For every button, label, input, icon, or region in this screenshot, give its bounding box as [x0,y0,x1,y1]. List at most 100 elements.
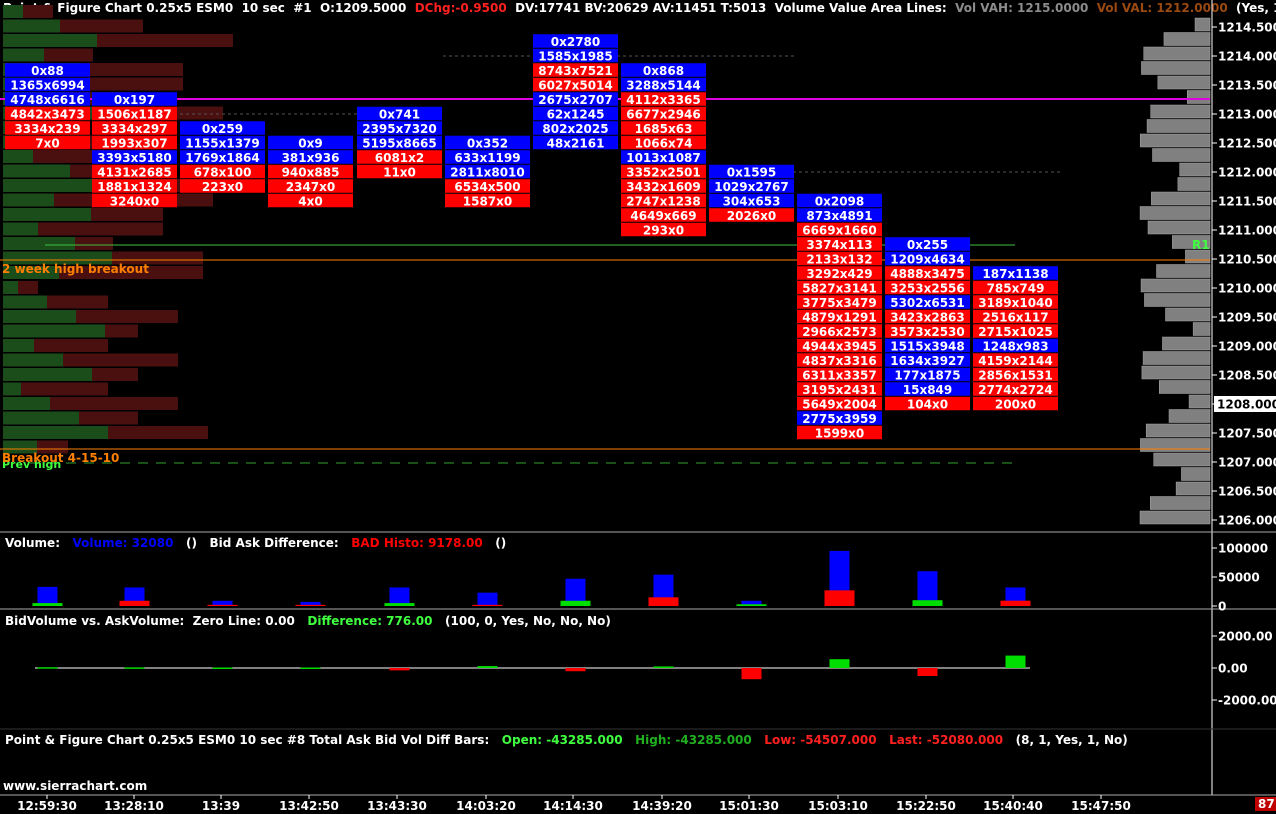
pf-cell [797,396,882,411]
pf-cell [621,179,706,193]
time-tick-label: 14:14:30 [543,799,603,813]
pf-cell [885,266,970,280]
pf-cell-value: 0x2780 [551,35,601,49]
pf-cell-value: 0x2098 [815,195,865,209]
pf-cell [445,135,530,150]
bidask-params: (100, 0, Yes, No, No, No) [445,614,611,628]
profile-ask-bar [97,34,233,47]
volume-profile-bar [1165,307,1211,322]
pf-cell-value: 3775x3479 [802,296,877,310]
price-tick-label: 1209.5000 [1218,311,1276,325]
bidask-title: BidVolume vs. AskVolume: [5,614,185,628]
pf-cell-value: 1599x0 [815,427,865,441]
pf-cell-value: 1029x2767 [714,180,789,194]
pf-cell-value: 2026x0 [727,209,777,223]
pf-cell-value: 4x0 [298,195,322,209]
pf-cell-value: 1685x63 [635,122,693,136]
pf-cell [621,135,706,150]
pf-cell [533,63,618,77]
pf-cell-value: 633x1199 [454,151,520,165]
breakout-label: Breakout 4-15-10 [2,451,120,465]
pf-cell-value: 1365x6994 [10,79,85,93]
pf-cell-value: 2811x8010 [450,166,525,180]
pf-cell-value: 2747x1238 [626,195,701,209]
pf-cell [973,353,1058,367]
pf-cell [357,150,442,164]
time-tick-label: 15:22:50 [896,799,956,813]
pf-cell-value: 2133x132 [806,253,872,267]
pf-cell [885,367,970,382]
pf-cell [180,164,265,179]
pf-cell [885,353,970,367]
pf-cell [180,179,265,193]
volume-profile-bar [1152,148,1211,162]
pf-cell-value: 0x9 [298,137,322,151]
pf-cell-value: 4748x6616 [10,93,85,107]
pf-cell [885,237,970,251]
profile-ask-bar [44,48,93,62]
pf-cell [973,396,1058,411]
pf-cell [533,135,618,150]
profile-ask-bar [108,426,208,439]
bad-histo-bar [207,604,238,606]
pf-cell-value: 802x2025 [542,122,608,136]
pf-cell-value: 2395x7320 [362,122,437,136]
pf-cell [268,193,353,208]
time-tick-label: 12:59:30 [17,799,77,813]
volume-legend: Volume: Volume: 32080 () Bid Ask Differe… [5,536,507,550]
pf-cell-value: 1587x0 [463,195,513,209]
volume-profile-bar [1139,133,1211,148]
volume-profile-bar [1151,191,1211,206]
pf-cell-value: 3374x113 [806,238,872,252]
pf-cell [797,237,882,251]
pf-cell-value: 3189x1040 [978,296,1053,310]
diffbars-low: Low: -54507.000 [764,733,877,747]
pf-cell [621,222,706,237]
bad-title: Bid Ask Difference: [209,536,339,550]
pf-cell-value: 1248x983 [982,340,1048,354]
volume-profile-bar [1140,438,1211,452]
profile-ask-bar [92,368,138,381]
pf-cell-value: 873x4891 [806,209,872,223]
pf-cell-value: 0x197 [114,93,155,107]
price-tick-label: 1213.0000 [1218,108,1276,122]
chart-interval: 10 sec [241,1,285,15]
pf-cell [268,150,353,164]
volume-profile-bar [1147,220,1211,235]
price-tick-label: 1210.5000 [1218,253,1276,267]
pf-cell [621,121,706,135]
profile-ask-bar [18,281,38,294]
bad-histo-bar [1000,600,1031,606]
price-tick-label: 1213.5000 [1218,79,1276,93]
time-tick-label: 13:39 [202,799,240,813]
profile-bid-bar [3,19,60,33]
profile-bid-bar [3,48,44,62]
pf-cell [973,324,1058,338]
profile-ask-bar [91,208,163,221]
pf-cell [5,135,90,150]
volume-title: Volume [5,536,56,550]
time-tick-label: 13:43:30 [367,799,427,813]
volume-profile-bar [1153,452,1211,467]
pf-cell [709,164,794,179]
price-tick-label: 1208.5000 [1218,369,1276,383]
pf-cell-value: 104x0 [907,398,948,412]
pf-cell-value: 4112x3365 [626,93,701,107]
profile-ask-bar [21,382,108,396]
vva-label: Volume Value Area Lines: [774,1,947,15]
pf-cell-value: 6311x3357 [802,369,877,383]
pf-cell [973,295,1058,309]
profile-ask-bar [34,339,108,352]
pf-cell [797,425,882,440]
volume-profile-bar [1139,206,1211,220]
pf-cell-value: 223x0 [202,180,243,194]
pf-cell-value: 3292x429 [806,267,872,281]
pf-cell [533,106,618,121]
bad-histo-bar [295,604,326,606]
pf-cell-value: 187x1138 [982,267,1048,281]
volume-profile-bar [1179,162,1211,177]
pf-cell-value: 381x936 [282,151,340,165]
pf-cell-value: 4944x3945 [802,340,877,354]
bad-histo-bar [472,604,503,606]
